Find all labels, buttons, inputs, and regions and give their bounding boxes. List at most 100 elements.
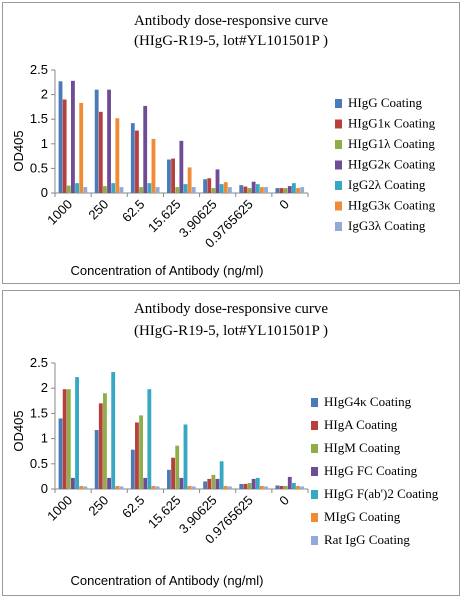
bar bbox=[291, 482, 296, 489]
legend-label: HIgG F(ab')2 Coating bbox=[324, 486, 439, 501]
y-tick-label: 0 bbox=[41, 481, 48, 496]
bar bbox=[179, 140, 184, 193]
x-tick-label: 0 bbox=[276, 493, 292, 509]
bar bbox=[207, 478, 212, 489]
chart-1-y-axis-title: OD405 bbox=[11, 130, 26, 171]
bar bbox=[83, 187, 88, 193]
chart-2-legend: HIgG4κ Coating HIgA Coating HIgM Coating HI… bbox=[311, 394, 439, 547]
legend-label: HIgG1λ Coating bbox=[348, 136, 435, 151]
bar bbox=[79, 102, 84, 193]
bar bbox=[275, 485, 280, 489]
bar bbox=[75, 377, 79, 489]
y-tick-label: 2.5 bbox=[30, 355, 48, 370]
bar bbox=[296, 485, 300, 489]
bar bbox=[71, 80, 75, 193]
bar bbox=[58, 81, 63, 193]
bar bbox=[135, 422, 139, 489]
bar bbox=[119, 187, 124, 193]
legend-swatch bbox=[311, 444, 318, 453]
bar bbox=[283, 188, 288, 193]
bar bbox=[130, 449, 135, 489]
bar bbox=[62, 99, 67, 193]
bar bbox=[227, 187, 232, 193]
bar bbox=[175, 187, 180, 193]
bar bbox=[300, 486, 305, 489]
bar bbox=[111, 372, 116, 489]
bar bbox=[203, 179, 208, 193]
bar bbox=[243, 186, 248, 193]
chart-2-subtitle: (HIgG-R19-5, lot#YL101501P ) bbox=[134, 323, 328, 339]
bar bbox=[151, 138, 156, 193]
bar bbox=[143, 105, 148, 193]
y-tick-label: 2.5 bbox=[30, 62, 48, 77]
bar bbox=[107, 89, 111, 193]
bar bbox=[175, 445, 180, 489]
bar bbox=[130, 123, 135, 193]
chart-1-x-axis-title: Concentration of Antibody (ng/ml) bbox=[71, 263, 264, 278]
bar bbox=[103, 393, 107, 489]
legend-label: HIgG2κ Coating bbox=[348, 157, 436, 172]
bar bbox=[291, 183, 296, 193]
legend-swatch bbox=[335, 160, 342, 170]
bar bbox=[251, 181, 256, 193]
legend-swatch bbox=[335, 140, 342, 149]
y-tick-label: 0.5 bbox=[30, 160, 48, 175]
bar bbox=[239, 483, 244, 489]
bar bbox=[94, 430, 99, 489]
bar bbox=[215, 169, 220, 193]
chart-2-svg: Antibody dose-responsive curve (HIgG-R19… bbox=[11, 301, 439, 588]
bar bbox=[66, 389, 71, 489]
bar bbox=[143, 477, 148, 489]
bar bbox=[58, 418, 63, 489]
bar bbox=[98, 111, 103, 193]
bar bbox=[211, 188, 216, 193]
y-tick-label: 1 bbox=[41, 431, 48, 446]
bar bbox=[147, 183, 152, 193]
legend-swatch bbox=[335, 119, 342, 129]
bar bbox=[223, 485, 228, 489]
bar bbox=[283, 485, 288, 489]
chart-panel-2: Antibody dose-responsive curve (HIgG-R19… bbox=[2, 290, 460, 596]
bar bbox=[211, 474, 216, 489]
chart-2-x-axis-title: Concentration of Antibody (ng/ml) bbox=[71, 573, 264, 588]
bar bbox=[167, 469, 171, 489]
legend-label: MIgG Coating bbox=[324, 509, 401, 524]
legend-swatch bbox=[335, 201, 342, 211]
bar bbox=[183, 184, 188, 193]
bar bbox=[103, 186, 107, 193]
legend-label: HIgG3κ Coating bbox=[348, 198, 436, 213]
bar bbox=[247, 188, 252, 193]
bar bbox=[215, 478, 220, 489]
bar bbox=[191, 187, 196, 193]
bar bbox=[264, 486, 268, 489]
bar bbox=[207, 178, 212, 193]
bar bbox=[279, 188, 284, 193]
bar bbox=[251, 478, 256, 489]
bar bbox=[171, 158, 175, 193]
bar bbox=[259, 485, 264, 489]
y-tick-label: 0 bbox=[41, 185, 48, 200]
legend-swatch bbox=[311, 398, 318, 407]
legend-swatch bbox=[311, 490, 318, 499]
bar bbox=[98, 403, 103, 489]
x-tick-label: 1000 bbox=[44, 197, 75, 228]
legend-swatch bbox=[311, 536, 318, 545]
bar bbox=[139, 187, 143, 193]
bar bbox=[147, 389, 152, 489]
bar bbox=[275, 188, 280, 193]
bar bbox=[219, 184, 224, 193]
bar bbox=[62, 389, 67, 489]
bar bbox=[287, 476, 292, 489]
bar bbox=[155, 187, 160, 193]
x-tick-label: 62.5 bbox=[119, 493, 148, 522]
y-tick-label: 1 bbox=[41, 136, 48, 151]
bar bbox=[203, 481, 208, 489]
legend-label: HIgG4κ Coating bbox=[324, 394, 412, 409]
bar bbox=[71, 477, 75, 489]
x-tick-label: 250 bbox=[85, 493, 111, 519]
x-tick-label: 0 bbox=[276, 197, 292, 213]
bar bbox=[135, 130, 139, 193]
legend-swatch bbox=[311, 513, 318, 522]
x-tick-label: 62.5 bbox=[119, 197, 148, 226]
legend-label: HIgG FC Coating bbox=[324, 463, 418, 478]
